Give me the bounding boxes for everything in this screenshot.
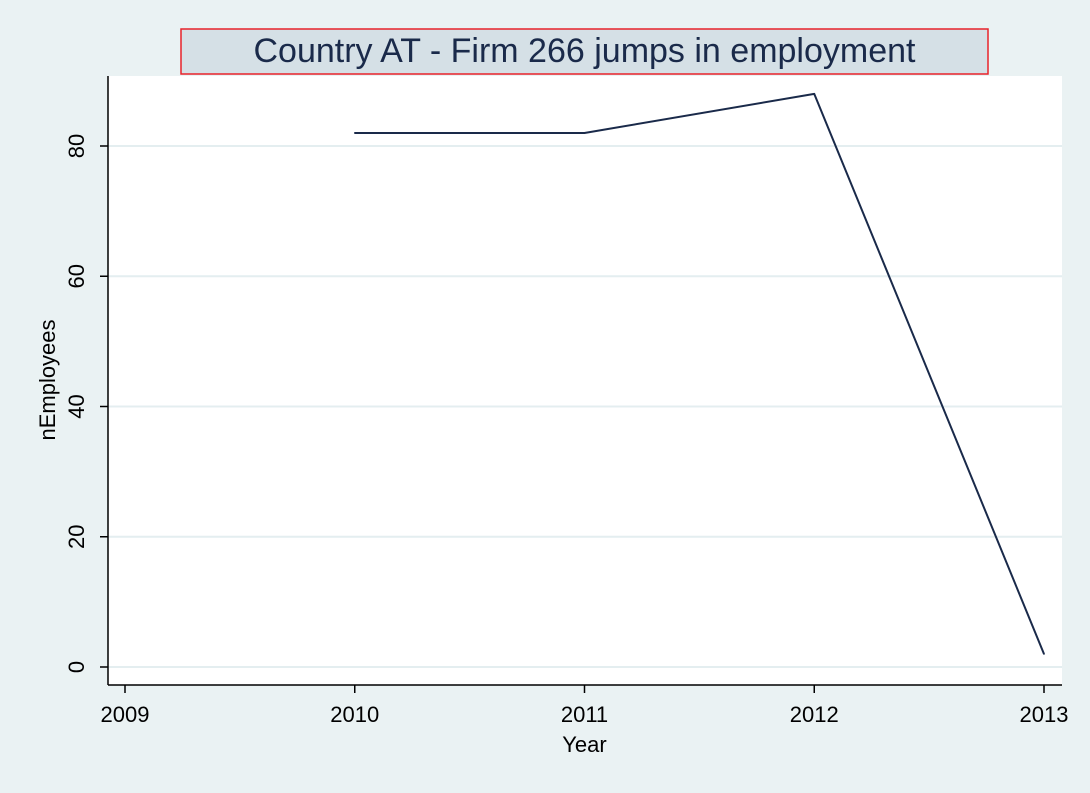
y-tick-label-80: 80 [64,134,89,158]
chart-title: Country AT - Firm 266 jumps in employmen… [254,32,917,70]
series-line-0 [354,92,1045,655]
y-tick-label-60: 60 [64,264,89,288]
series-layer [353,92,1045,655]
x-tick-label-2013: 2013 [1020,702,1069,727]
y-tick-label-0: 0 [64,661,89,673]
x-tick-label-2011: 2011 [561,702,608,727]
data-point-2013 [1043,653,1045,655]
x-axis-ticks: 2009 2010 2011 2012 2013 [101,685,1069,727]
title-group: Country AT - Firm 266 jumps in employmen… [180,28,989,75]
y-tick-label-20: 20 [64,525,89,549]
x-axis-title: Year [562,732,606,757]
plot-area [108,76,1062,685]
title-box [180,28,989,75]
data-point-2011 [583,132,586,134]
y-axis-title: nEmployees [35,319,60,440]
x-tick-label-2009: 2009 [101,702,150,727]
y-axis-ticks: 0 20 40 60 80 [64,134,108,673]
y-tick-label-40: 40 [64,394,89,418]
x-tick-label-2010: 2010 [330,702,379,727]
data-point-2010 [353,132,356,134]
x-tick-label-2012: 2012 [790,702,839,727]
data-point-2012 [813,93,816,95]
gridlines [108,145,1062,668]
